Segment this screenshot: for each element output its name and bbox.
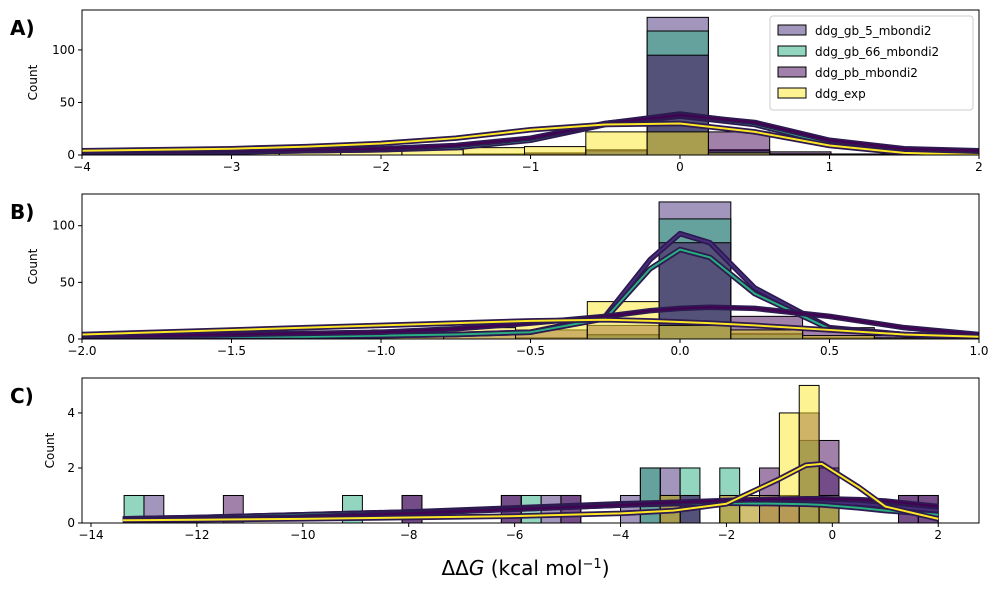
legend-label: ddg_gb_66_mbondi2: [815, 45, 939, 59]
y-tick-label: 100: [52, 43, 75, 57]
x-tick-label: −1.5: [217, 344, 246, 358]
legend-label: ddg_pb_mbondi2: [815, 66, 918, 80]
y-axis-label: Count: [26, 64, 40, 100]
hist-bar: [802, 335, 875, 339]
x-axis-label-part: (kcal mol: [484, 556, 582, 580]
x-tick-label: 0.5: [820, 344, 839, 358]
x-tick-label: 1.0: [969, 344, 988, 358]
kde-line: [82, 306, 979, 337]
x-tick-label: 0: [676, 160, 684, 174]
y-axis-label: Count: [43, 432, 57, 468]
panel: −4 −3 −2 −1 0 1 2 0 50 100 Count A) ddg_gb_5_mbondi2…: [10, 9, 983, 174]
hist-bar: [730, 329, 804, 339]
panel-label: C): [10, 384, 34, 408]
x-tick-label: −1: [522, 160, 540, 174]
legend-label: ddg_exp: [815, 87, 866, 101]
x-axis-label-part: G: [469, 556, 485, 580]
hist-bar: [585, 131, 648, 155]
kde-line: [82, 318, 979, 338]
legend-box: [769, 15, 974, 111]
x-tick-label: −8: [400, 528, 418, 542]
x-tick-label: 1: [826, 160, 834, 174]
hist-bar: [524, 146, 587, 155]
kde-line: [122, 462, 939, 522]
hist-bar: [769, 153, 832, 155]
y-axis-label: Count: [26, 248, 40, 284]
panel: −14 −12 −10 −8 −6 −4 −2 0 2 0 2 4 Count C) ΔΔG (kcal m…: [10, 377, 980, 580]
y-tick-label: 4: [67, 406, 75, 420]
panel-label: A): [10, 16, 35, 40]
legend-swatch: [777, 66, 807, 78]
kde-line: [82, 122, 979, 155]
x-tick-label: −14: [78, 528, 103, 542]
x-axis-label-part: −1: [583, 557, 602, 572]
x-tick-label: −2.0: [67, 344, 96, 358]
hist-bar: [620, 494, 641, 523]
y-tick-label: 0: [67, 332, 75, 346]
x-axis-label-part: ): [602, 556, 610, 580]
x-tick-label: −10: [290, 528, 315, 542]
panel: −2.0 −1.5 −1.0 −0.5 0.0 0.5 1.0 0 50 100 Count B): [10, 193, 989, 358]
x-tick-label: −2: [372, 160, 390, 174]
hist-bar: [658, 324, 732, 339]
legend-swatch: [777, 45, 807, 57]
x-tick-label: −1.0: [366, 344, 395, 358]
x-tick-label: −4: [73, 160, 91, 174]
panel-label: B): [10, 200, 34, 224]
x-axis-label: ΔΔG (kcal mol−1): [441, 556, 609, 580]
x-tick-label: 2: [934, 528, 942, 542]
x-axis-label-part: ΔΔ: [441, 556, 469, 580]
y-tick-label: 0: [67, 516, 75, 530]
y-tick-label: 2: [67, 461, 75, 475]
axes-frame: [81, 377, 980, 524]
x-tick-label: −12: [184, 528, 209, 542]
x-tick-label: −0.5: [516, 344, 545, 358]
x-tick-label: 0.0: [670, 344, 689, 358]
x-tick-label: −2: [718, 528, 736, 542]
x-tick-label: 2: [975, 160, 983, 174]
y-tick-label: 50: [60, 95, 75, 109]
x-tick-label: 0: [829, 528, 837, 542]
legend: ddg_gb_5_mbondi2 ddg_gb_66_mbondi2 ddg_pb_…: [769, 15, 974, 111]
legend-swatch: [777, 87, 807, 99]
y-tick-label: 100: [52, 219, 75, 233]
legend-label: ddg_gb_5_mbondi2: [815, 24, 932, 38]
x-tick-label: −6: [506, 528, 524, 542]
legend-swatch: [777, 24, 807, 36]
x-tick-label: −4: [612, 528, 630, 542]
y-tick-label: 0: [67, 148, 75, 162]
x-tick-label: −3: [223, 160, 241, 174]
hist-bar: [646, 131, 709, 155]
y-tick-label: 50: [60, 275, 75, 289]
